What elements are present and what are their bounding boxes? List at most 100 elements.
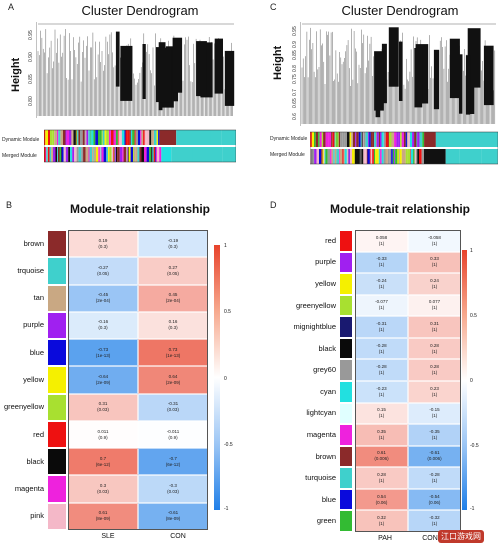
b-heatmap-cell: -0.45 (2e-04) bbox=[68, 284, 138, 312]
d-module-swatch bbox=[340, 295, 352, 316]
b-heatmap-frame bbox=[68, 230, 208, 530]
d-heatmap-cell: -0.28 (1) bbox=[355, 337, 408, 360]
panel-a-dendrogram bbox=[36, 22, 235, 118]
d-cell-corr: 0.15 bbox=[377, 407, 386, 413]
d-cell-corr: 0.28 bbox=[430, 364, 439, 370]
d-cell-corr: 0.35 bbox=[377, 428, 386, 434]
b-cell-pvalue: (6e-12) bbox=[95, 461, 111, 467]
b-cell-corr: -0.19 bbox=[167, 237, 179, 243]
b-cell-pvalue: (0.03) bbox=[167, 407, 179, 413]
b-cell-corr: -0.73 bbox=[97, 346, 109, 352]
d-cell-pvalue: (1) bbox=[378, 370, 385, 376]
watermark: 江口游戏网 bbox=[438, 530, 484, 543]
b-heatmap-cell: -0.3 (0.03) bbox=[138, 475, 208, 503]
d-module-swatch bbox=[340, 338, 352, 359]
b-cell-pvalue: (8e-09) bbox=[95, 516, 111, 522]
d-cell-pvalue: (1) bbox=[431, 521, 438, 527]
d-module-swatch bbox=[340, 489, 352, 510]
b-heatmap-cell: 0.31 (0.03) bbox=[68, 393, 138, 421]
d-cell-corr: -0.31 bbox=[376, 321, 387, 327]
panel-a-ylabel: Height bbox=[10, 57, 22, 92]
panel-c-tick: 0.6 bbox=[292, 113, 298, 120]
d-module-swatch bbox=[340, 231, 352, 251]
panel-c-track-label: Merged Module bbox=[270, 152, 305, 158]
d-row-label: brown bbox=[315, 451, 336, 461]
panel-c-tick: 0.75 bbox=[292, 74, 298, 84]
b-row-label: yellow bbox=[23, 375, 44, 384]
d-cell-pvalue: (1) bbox=[431, 478, 438, 484]
d-module-swatch bbox=[340, 317, 352, 337]
b-cell-corr: -0.16 bbox=[97, 319, 109, 325]
d-cell-pvalue: (1) bbox=[431, 370, 438, 376]
b-cell-corr: 0.73 bbox=[168, 346, 178, 352]
d-cell-corr: -0.077 bbox=[375, 299, 388, 305]
panel-b-letter: B bbox=[6, 200, 13, 210]
d-cell-corr: -0.54 bbox=[429, 493, 440, 499]
d-heatmap-cell: -0.35 (1) bbox=[408, 424, 461, 446]
panel-d-legend-tick: 0 bbox=[470, 378, 473, 384]
b-cell-pvalue: (0.3) bbox=[168, 325, 178, 331]
d-module-swatch bbox=[340, 360, 352, 380]
b-row-label: pink bbox=[30, 511, 44, 521]
d-heatmap-cell: 0.61 (0.006) bbox=[355, 445, 408, 468]
b-module-swatch bbox=[48, 231, 66, 257]
b-cell-corr: -0.3 bbox=[169, 483, 177, 489]
d-cell-corr: -0.23 bbox=[376, 385, 387, 391]
panel-c-tick: 0.95 bbox=[292, 26, 298, 36]
d-cell-pvalue: (1) bbox=[431, 283, 438, 289]
d-cell-corr: 0.32 bbox=[377, 515, 386, 521]
d-heatmap-cell: 0.15 (1) bbox=[355, 402, 408, 425]
b-cell-pvalue: (0.03) bbox=[167, 489, 179, 495]
b-row-label: magenta bbox=[14, 484, 44, 494]
b-row-label: trquoise bbox=[17, 265, 44, 275]
panel-c-title: Cluster Dendrogram bbox=[341, 3, 459, 18]
panel-d-letter: D bbox=[270, 200, 277, 210]
panel-b-xlabel-con: CON bbox=[170, 533, 186, 540]
b-cell-pvalue: (0.05) bbox=[167, 270, 179, 276]
panel-c-tick: 0.65 bbox=[292, 98, 298, 108]
b-module-swatch bbox=[48, 367, 66, 393]
b-row-label: tan bbox=[33, 293, 44, 303]
d-row-label: green bbox=[316, 516, 336, 526]
b-cell-corr: 0.3 bbox=[99, 483, 107, 489]
panel-b-legend-tick: -0.5 bbox=[224, 442, 233, 448]
b-cell-corr: 0.45 bbox=[168, 292, 178, 298]
b-cell-corr: 0.7 bbox=[99, 455, 107, 461]
panel-b-legend-tick: 0.5 bbox=[224, 309, 231, 315]
d-cell-corr: -0.32 bbox=[429, 515, 440, 521]
b-cell-pvalue: (8e-09) bbox=[165, 516, 181, 522]
d-row-label: yellow bbox=[315, 278, 336, 288]
d-cell-corr: 0.33 bbox=[430, 256, 439, 262]
panel-b-legend-bar bbox=[214, 245, 220, 510]
b-heatmap-cell: 0.011 (0.9) bbox=[68, 420, 138, 449]
panel-d-legend-tick: -1 bbox=[470, 506, 475, 512]
d-cell-corr: -0.28 bbox=[376, 364, 387, 370]
d-module-swatch bbox=[340, 382, 352, 402]
d-cell-corr: 0.61 bbox=[377, 450, 386, 456]
panel-c-module-tracks bbox=[310, 131, 498, 165]
b-cell-pvalue: (0.9) bbox=[98, 434, 108, 440]
d-cell-pvalue: (1) bbox=[378, 283, 385, 289]
b-cell-pvalue: (1e-13) bbox=[165, 352, 181, 358]
d-cell-corr: 0.28 bbox=[430, 342, 439, 348]
d-cell-pvalue: (1) bbox=[378, 262, 385, 268]
d-module-swatch bbox=[340, 511, 352, 531]
d-cell-corr: 0.54 bbox=[377, 493, 386, 499]
panel-a-track-label: Dynamic Module bbox=[2, 137, 40, 143]
d-cell-corr: 0.077 bbox=[428, 299, 441, 305]
d-row-label: red bbox=[325, 235, 336, 245]
d-cell-pvalue: (1) bbox=[431, 240, 438, 246]
b-row-label: brown bbox=[23, 238, 44, 248]
b-row-label: red bbox=[33, 429, 44, 439]
panel-c-ylabel: Height bbox=[272, 45, 284, 80]
panel-c-tick: 0.8 bbox=[292, 65, 298, 72]
b-heatmap-cell: 0.64 (2e-09) bbox=[138, 366, 208, 394]
panel-d-legend-tick: 0.5 bbox=[470, 313, 477, 319]
b-heatmap-cell: -0.31 (0.03) bbox=[138, 393, 208, 421]
panel-b-legend-tick: 0 bbox=[224, 376, 227, 382]
d-cell-pvalue: (1) bbox=[431, 262, 438, 268]
d-heatmap-cell: -0.61 (0.006) bbox=[408, 445, 461, 468]
d-module-swatch bbox=[340, 274, 352, 294]
d-row-label: grey60 bbox=[313, 365, 336, 375]
panel-b-legend-tick: -1 bbox=[224, 506, 229, 512]
